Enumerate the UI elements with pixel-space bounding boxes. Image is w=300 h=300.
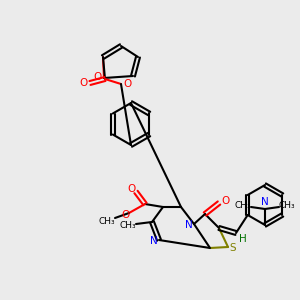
Text: CH₃: CH₃ [99,218,115,226]
Text: O: O [221,196,229,206]
Text: CH₃: CH₃ [235,202,251,211]
Text: CH₃: CH₃ [279,202,295,211]
Text: O: O [121,210,129,220]
Text: O: O [127,184,135,194]
Text: O: O [123,79,131,89]
Text: H: H [239,234,247,244]
Text: O: O [80,78,88,88]
Text: O: O [94,72,102,82]
Text: N: N [150,236,158,246]
Text: S: S [230,243,236,253]
Text: N: N [261,197,269,207]
Text: CH₃: CH₃ [120,221,136,230]
Text: N: N [185,220,193,230]
